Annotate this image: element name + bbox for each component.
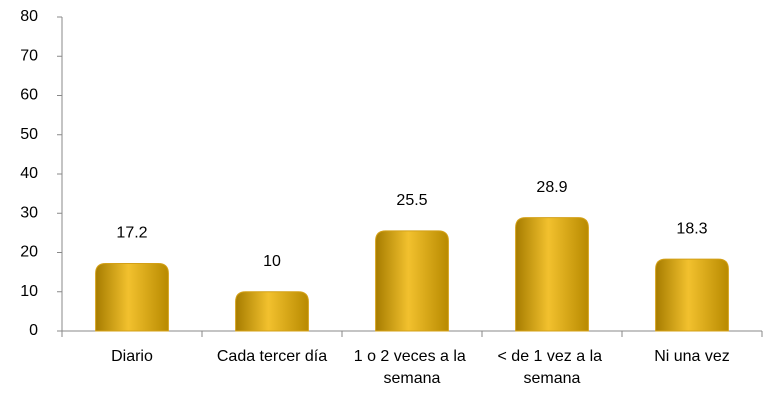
x-tick-label: Ni una vez [654, 348, 730, 365]
bar [95, 262, 169, 332]
y-tick-label: 10 [20, 283, 38, 300]
data-label: 28.9 [536, 179, 567, 196]
bar [515, 217, 589, 332]
y-tick-label: 40 [20, 165, 38, 182]
x-tick-label: 1 o 2 veces a la semana [354, 348, 471, 387]
y-tick-label: 30 [20, 204, 38, 221]
y-tick-label: 70 [20, 47, 38, 64]
bar [655, 258, 729, 332]
bar [235, 291, 309, 332]
bar [375, 230, 449, 332]
data-label: 17.2 [116, 225, 147, 242]
y-tick-label: 60 [20, 87, 38, 104]
y-tick-label: 0 [29, 322, 38, 339]
y-tick-label: 80 [20, 8, 38, 25]
data-label: 25.5 [396, 192, 427, 209]
x-tick-label: Diario [111, 348, 153, 365]
y-tick-label: 20 [20, 244, 38, 261]
x-tick-label: < de 1 vez a la semana [498, 348, 607, 387]
data-label: 18.3 [676, 220, 707, 237]
x-tick-label: Cada tercer día [217, 348, 327, 365]
y-tick-label: 50 [20, 126, 38, 143]
data-label: 10 [263, 253, 281, 270]
